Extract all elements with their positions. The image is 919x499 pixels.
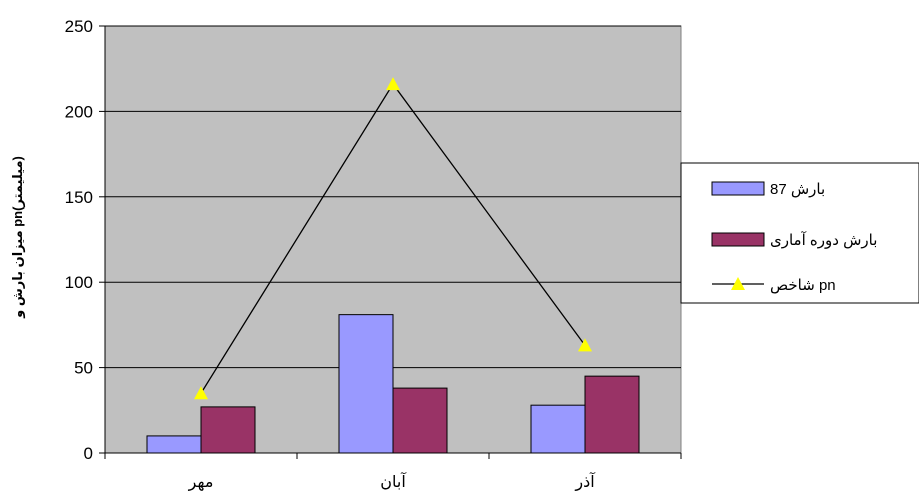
legend-swatch (711, 232, 765, 247)
legend: بارش 87 بارش دوره آماری شاخص pn (680, 162, 919, 304)
bar-1 (530, 404, 586, 454)
y-tick-label: 200 (65, 102, 93, 121)
y-tick-label: 250 (65, 17, 93, 36)
x-category-label: مهر (188, 474, 214, 492)
legend-label: بارش 87 (770, 181, 825, 198)
y-tick-label: 150 (65, 188, 93, 207)
line-marker (194, 386, 208, 400)
bars-layer (146, 314, 640, 454)
y-tick-label: 50 (74, 359, 93, 378)
legend-label: شاخص pn (770, 277, 836, 294)
legend-swatch (711, 181, 765, 196)
x-category-label: آذر (574, 472, 596, 492)
bar-2 (200, 406, 256, 454)
legend-label: بارش دوره آماری (770, 231, 877, 249)
bar-1 (338, 314, 394, 454)
axes-layer: 0 50 100 150 200 250 مهر آبان آذر (65, 17, 682, 492)
legend-marker (731, 277, 745, 290)
bar-2 (392, 387, 448, 454)
y-tick-label: 0 (84, 444, 93, 463)
y-tick-label: 100 (65, 273, 93, 292)
line-marker (578, 338, 592, 352)
x-category-label: آبان (380, 472, 407, 491)
bar-1 (146, 435, 202, 454)
bar-2 (584, 375, 640, 454)
line-marker (386, 77, 400, 91)
y-axis-label: میزان بارش و pn(میلیمتر) (10, 156, 25, 319)
line-layer (194, 77, 592, 400)
